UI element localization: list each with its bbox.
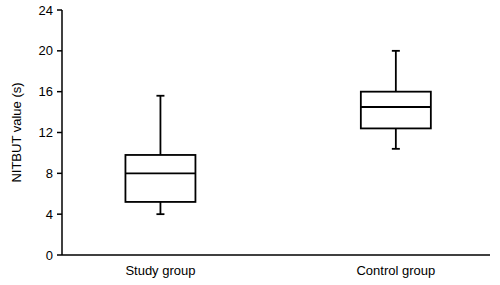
chart: 0 4 8 12 16 20 24 NITBUT value (s) Study group Co…: [0, 0, 500, 285]
x-axis: [62, 254, 490, 256]
y-tick: [57, 173, 62, 175]
max-cap: [392, 50, 400, 52]
x-tick-label: Study group: [125, 263, 195, 278]
y-tick: [57, 254, 62, 256]
x-tick-label: Control group: [356, 263, 435, 278]
y-axis-label: NITBUT value (s): [9, 82, 24, 182]
lower-whisker: [395, 128, 397, 148]
max-cap: [156, 95, 164, 97]
lower-whisker: [160, 202, 162, 214]
median-line: [361, 106, 431, 108]
y-tick: [57, 9, 62, 11]
upper-whisker: [395, 51, 397, 92]
y-tick: [57, 213, 62, 215]
y-tick-label: 20: [39, 43, 53, 58]
box: [361, 92, 431, 129]
y-tick: [57, 132, 62, 134]
y-tick-label: 8: [46, 166, 53, 181]
median-line: [125, 172, 195, 174]
y-tick-label: 4: [46, 207, 53, 222]
y-tick-label: 24: [39, 3, 53, 18]
y-tick-label: 12: [39, 125, 53, 140]
min-cap: [392, 148, 400, 150]
y-tick-label: 0: [46, 248, 53, 263]
upper-whisker: [160, 96, 162, 155]
y-tick-label: 16: [39, 84, 53, 99]
plot-area: [125, 51, 430, 214]
y-tick: [57, 50, 62, 52]
min-cap: [156, 213, 164, 215]
box: [125, 155, 195, 202]
y-tick: [57, 91, 62, 93]
